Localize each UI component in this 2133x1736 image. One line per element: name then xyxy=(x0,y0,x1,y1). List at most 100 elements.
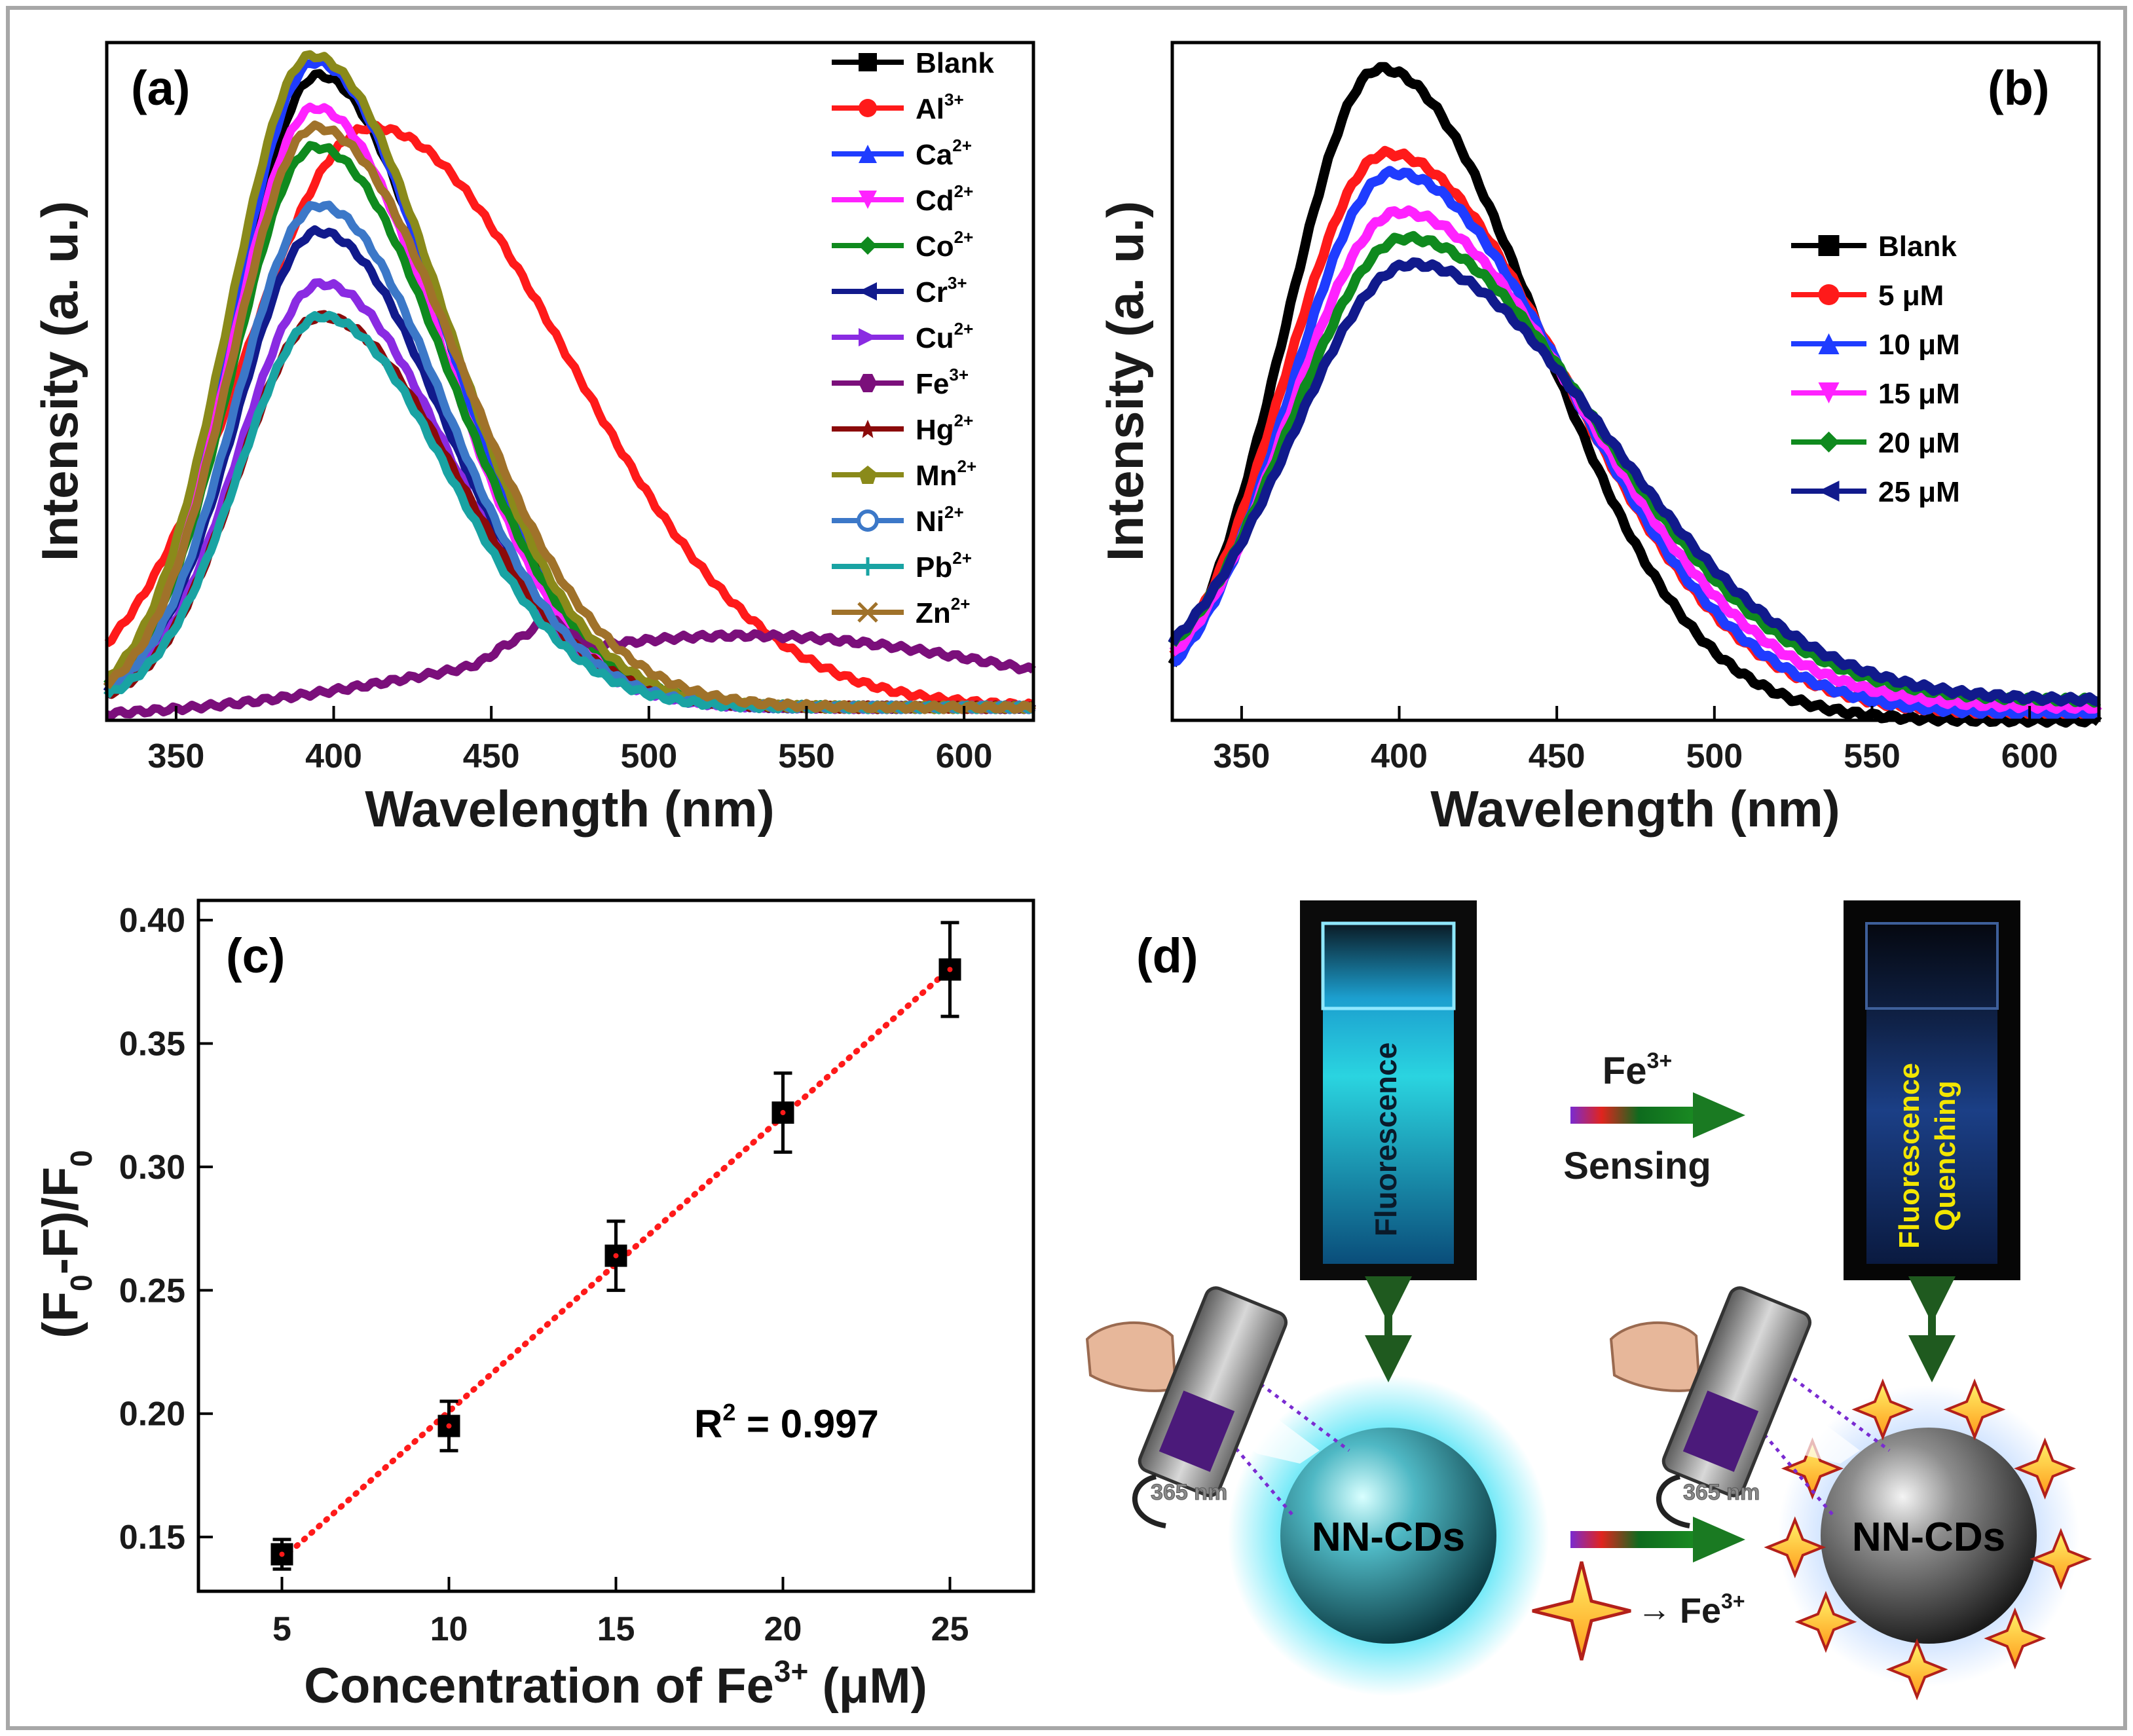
panel-a-legend-ion: Al xyxy=(916,93,944,125)
panel-c-y-tick-label: 0.20 xyxy=(119,1395,185,1433)
panel-b-legend-marker xyxy=(1818,235,1840,256)
panel-c-x-tick-label: 10 xyxy=(430,1610,468,1648)
cuvette-quenched: Fluorescence Quenching xyxy=(1844,900,2020,1280)
panel-b-series-15uM xyxy=(1169,205,2102,714)
panel-b: 350 400 450 500 550 600 (b) Wavelength (nm) I… xyxy=(1096,41,2102,838)
panel-a-legend-label: Ca2+ xyxy=(916,136,972,171)
panel-a-legend: BlankAl3+Ca2+Cd2+Co2+Cr3+Cu2+Fe3+Hg2+Mn2… xyxy=(832,47,994,629)
panel-a-x-ticks: 350 400 450 500 550 600 xyxy=(148,706,993,775)
panel-b-legend-label: 25 μM xyxy=(1878,476,1960,508)
panel-b-curves xyxy=(1168,62,2102,728)
panel-b-legend-entry: 15 μM xyxy=(1791,378,1960,410)
bound-fe-ions xyxy=(1764,1378,2092,1701)
fe-ion-legend: → Fe3+ xyxy=(1532,1561,1745,1661)
panel-b-series-25uM xyxy=(1168,257,2101,707)
panel-b-series-10uM xyxy=(1170,166,2101,722)
cuvette-right-liquid xyxy=(1866,923,1997,1264)
panel-a-legend-marker xyxy=(859,53,877,71)
panel-a-legend-marker xyxy=(857,509,879,532)
panel-a-legend-ion: Cr xyxy=(916,276,948,308)
hand-left xyxy=(1085,1321,1178,1392)
panel-a-legend-marker xyxy=(859,282,877,301)
panel-a-legend-entry: Ni2+ xyxy=(832,502,964,538)
panel-c-x-label: Concentration of Fe3+ (μM) xyxy=(304,1654,927,1714)
panel-c-y-tick-label: 0.15 xyxy=(119,1519,185,1557)
star-icon xyxy=(1532,1561,1631,1661)
data-point xyxy=(771,1071,794,1154)
fe-ion-star-icon xyxy=(1984,1607,2047,1670)
point-center xyxy=(446,1423,452,1429)
sensing-arrow-head xyxy=(1693,1092,1745,1138)
panel-b-legend-entry: Blank xyxy=(1791,231,1957,263)
fe-ion-star-icon xyxy=(1943,1378,2006,1441)
panel-a-legend-entry: Cd2+ xyxy=(832,181,973,217)
panel-c-x-tick-label: 5 xyxy=(272,1610,291,1648)
conversion-arrow xyxy=(1570,1517,1745,1562)
fe-ion-star-icon xyxy=(2014,1437,2076,1500)
panel-a-series-Zn2+ xyxy=(103,120,1036,714)
panel-b-legend: Blank 5 μM 10 μM 15 μM 20 μM 25 μM xyxy=(1791,231,1960,508)
r2-superscript: 2 xyxy=(722,1399,735,1426)
panel-b-legend-marker xyxy=(1818,382,1840,403)
panel-d-schematic: (d) Fluorescence Fluorescence Quenching … xyxy=(1085,900,2092,1701)
panel-a-x-tick-label: 450 xyxy=(463,737,520,775)
panel-a-legend-charge: 2+ xyxy=(957,456,977,476)
figure-border xyxy=(6,6,2127,1730)
uv-beam-right-edge1 xyxy=(1770,1361,1891,1452)
panel-a-legend-label: Cu2+ xyxy=(916,319,973,354)
sensing-label: Sensing xyxy=(1563,1145,1711,1187)
panel-a-legend-entry: Cr3+ xyxy=(832,273,967,308)
panel-c-y-label-sub: 0 xyxy=(64,1274,98,1291)
panel-b-legend-label: 15 μM xyxy=(1878,378,1960,410)
lamp-right-cable xyxy=(1656,1474,1690,1528)
panel-b-legend-label: 5 μM xyxy=(1878,280,1944,312)
panel-a-legend-ion: Cd xyxy=(916,185,954,217)
panel-b-x-ticks: 350 400 450 500 550 600 xyxy=(1214,706,2058,775)
lamp-right-window xyxy=(1682,1390,1759,1472)
uv-lamp-left: 365 nm xyxy=(1085,1286,1350,1528)
cuvette-right-rim xyxy=(1865,922,1999,1010)
panel-a-legend-label: Co2+ xyxy=(916,227,973,263)
r2-symbol: R xyxy=(694,1402,722,1446)
panel-a-legend-marker xyxy=(859,236,877,255)
data-point xyxy=(604,1219,627,1292)
panel-c-y-tick-label: 0.40 xyxy=(119,902,185,940)
particle-left-sphere xyxy=(1280,1428,1496,1644)
cuvette-right-text-1: Fluorescence xyxy=(1893,1063,1925,1249)
panel-c-x-label-main: Concentration of Fe xyxy=(304,1658,774,1714)
panel-a-label: (a) xyxy=(131,61,190,115)
panel-a-y-label: Intensity (a. u.) xyxy=(31,201,88,561)
fe-ion-star-icon xyxy=(2030,1528,2092,1590)
panel-a-legend-marker xyxy=(859,99,877,117)
sensing-ion: Fe xyxy=(1603,1050,1647,1092)
panel-c-ticks: 5 10 15 20 25 0.15 0.20 0.25 0.30 0.35 0.40 xyxy=(119,902,969,1648)
uv-beam-right-edge2 xyxy=(1757,1426,1835,1517)
panel-c-y-tick-label: 0.35 xyxy=(119,1025,185,1063)
r2-value: = 0.997 xyxy=(735,1402,879,1446)
panel-a-legend-ion: Cu xyxy=(916,322,954,354)
lamp-left-label: 365 nm xyxy=(1151,1480,1227,1505)
legend-ion-sup: 3+ xyxy=(1721,1589,1745,1613)
panel-b-legend-label: 20 μM xyxy=(1878,427,1960,459)
r-squared-annotation: R2 = 0.997 xyxy=(694,1399,879,1446)
panel-a-legend-entry: Ca2+ xyxy=(832,136,972,171)
fe-ion-star-icon xyxy=(1885,1638,1948,1701)
panel-b-x-tick-label: 500 xyxy=(1686,737,1743,775)
panel-c-y-label-a: (F xyxy=(33,1291,88,1339)
panel-a-legend-label: Ni2+ xyxy=(916,502,964,538)
panel-c-x-tick-label: 25 xyxy=(931,1610,969,1648)
panel-a-legend-entry: Al3+ xyxy=(832,90,964,125)
panel-a-curves xyxy=(103,50,1037,720)
fe-ion-star-icon xyxy=(1781,1437,1844,1500)
cuvette-left-rim xyxy=(1321,921,1456,1010)
panel-b-x-tick-label: 350 xyxy=(1214,737,1271,775)
panel-a-legend-entry: Fe3+ xyxy=(832,365,969,400)
sensing-ion-sup: 3+ xyxy=(1646,1048,1672,1073)
panel-d-label: (d) xyxy=(1136,929,1198,983)
panel-a-legend-marker xyxy=(859,420,877,438)
panel-c-y-label-b: -F)/F xyxy=(33,1167,88,1275)
panel-a-x-tick-label: 600 xyxy=(936,737,993,775)
panel-b-legend-label: Blank xyxy=(1878,231,1957,263)
panel-a-legend-marker xyxy=(859,466,877,484)
panel-b-x-tick-label: 400 xyxy=(1371,737,1428,775)
